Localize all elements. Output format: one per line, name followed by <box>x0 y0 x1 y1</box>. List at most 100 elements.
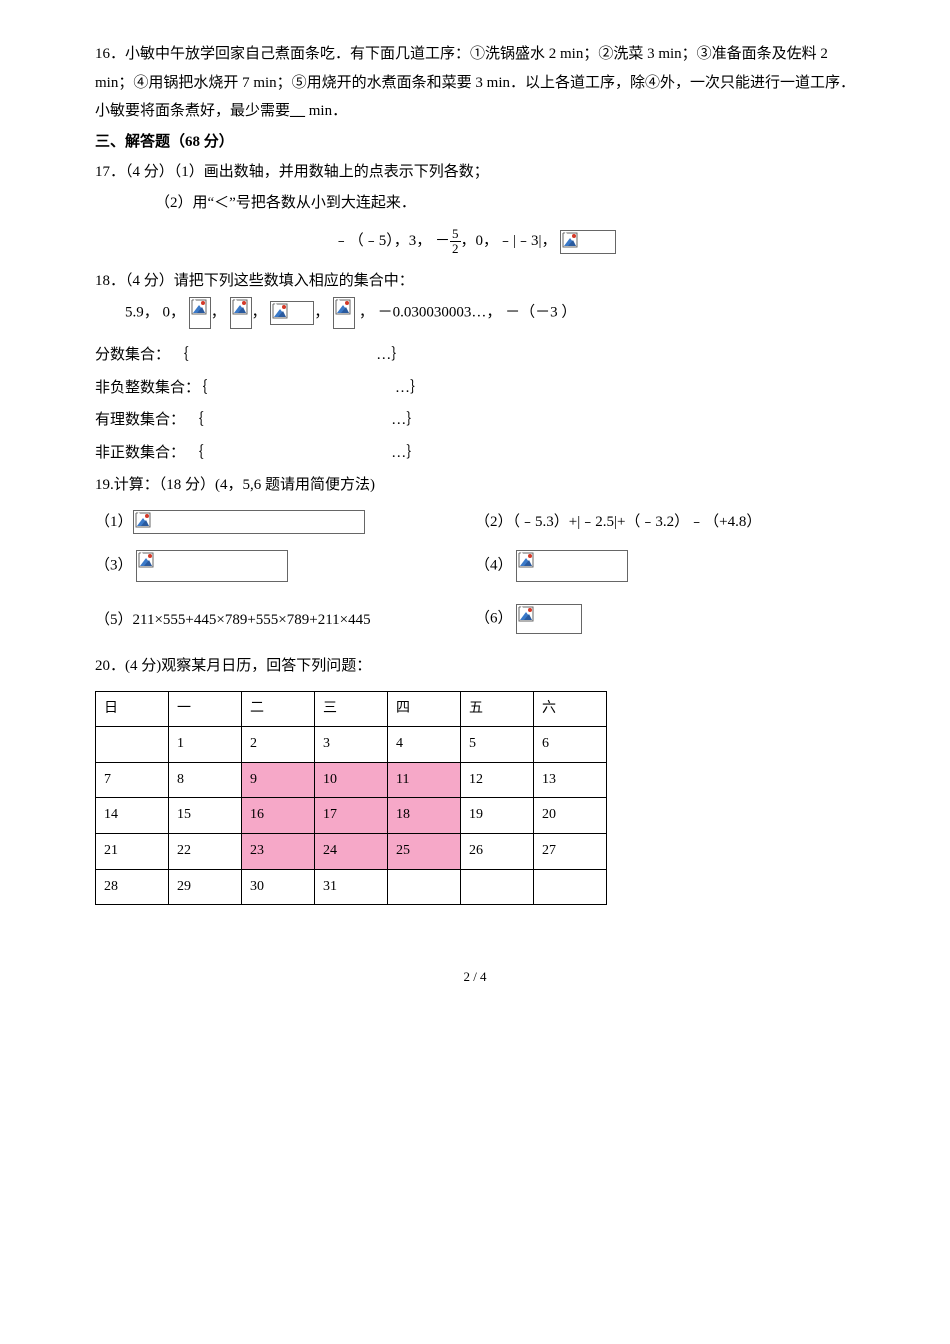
q19-head: 19.计算：（18 分）(4，5,6 题请用简便方法) <box>95 471 855 500</box>
q19-p6-label: （6） <box>475 611 513 627</box>
q17-imagebox <box>560 230 616 254</box>
calendar-cell <box>96 727 169 763</box>
q19-p1: （1） <box>95 508 475 537</box>
q18-set-nnint: 非负整数集合：｛ …｝ <box>95 374 855 403</box>
calendar-cell: 20 <box>534 798 607 834</box>
q18-set-close-1: …｝ <box>376 347 406 363</box>
q17-frac-den: 2 <box>450 242 461 256</box>
calendar-header: 二 <box>242 691 315 727</box>
calendar-cell: 4 <box>388 727 461 763</box>
calendar-cell: 2 <box>242 727 315 763</box>
calendar-cell: 13 <box>534 762 607 798</box>
q19-row3: （5）211×555+445×789+555×789+211×445 （6） <box>95 604 855 634</box>
q18-numbers: 5.9， 0， ， ， ， ， －0.030030003…， －（－3 ） <box>95 297 855 329</box>
q18-c1: ， <box>211 305 226 321</box>
q18-c3: ， <box>314 305 329 321</box>
q18-set-nnint-label: 非负整数集合：｛ <box>95 380 208 396</box>
calendar-cell: 14 <box>96 798 169 834</box>
q18-set-close-3: …｝ <box>391 412 421 428</box>
q19-p4-label: （4） <box>475 558 513 574</box>
calendar-header: 四 <box>388 691 461 727</box>
q16: 16．小敏中午放学回家自己煮面条吃．有下面几道工序：①洗锅盛水 2 min；②洗… <box>95 40 855 126</box>
calendar-cell: 6 <box>534 727 607 763</box>
calendar-cell: 9 <box>242 762 315 798</box>
q16-text: 16．小敏中午放学回家自己煮面条吃．有下面几道工序：①洗锅盛水 2 min；②洗… <box>95 46 855 119</box>
calendar-cell: 15 <box>169 798 242 834</box>
q19-p2-text: （2）（﹣5.3）+|﹣2.5|+（﹣3.2）﹣（+4.8） <box>475 514 761 530</box>
q17-line2: （2）用“＜”号把各数从小到大连起来． <box>95 189 855 218</box>
q19-box3 <box>136 550 288 582</box>
q18-lead: 5.9， 0， <box>125 305 185 321</box>
calendar-cell: 8 <box>169 762 242 798</box>
broken-image-icon <box>191 299 209 317</box>
calendar-cell: 7 <box>96 762 169 798</box>
q18-set-nonpos: 非正数集合： ｛ …｝ <box>95 439 855 468</box>
q19-box6 <box>516 604 582 634</box>
q17-frac-num: 5 <box>450 227 461 242</box>
q19-p4: （4） <box>475 550 855 582</box>
broken-image-icon <box>562 232 580 250</box>
q18-set-rational-label: 有理数集合： ｛ <box>95 412 204 428</box>
q18-set-nonpos-label: 非正数集合： ｛ <box>95 445 204 461</box>
calendar-cell: 25 <box>388 833 461 869</box>
q18-set-rational: 有理数集合： ｛ …｝ <box>95 406 855 435</box>
q19-box1 <box>133 510 365 534</box>
broken-image-icon <box>232 299 250 317</box>
q18-set-frac: 分数集合： ｛ …｝ <box>95 341 855 370</box>
calendar-cell: 28 <box>96 869 169 905</box>
q17-line1: 17．（4 分）（1）画出数轴，并用数轴上的点表示下列各数； <box>95 158 855 187</box>
calendar-cell: 30 <box>242 869 315 905</box>
q17-expression: ﹣（﹣5），3， － 5 2 ，0，﹣|﹣3|， <box>95 227 855 257</box>
calendar-cell: 19 <box>461 798 534 834</box>
calendar-header: 六 <box>534 691 607 727</box>
calendar-cell: 23 <box>242 833 315 869</box>
calendar-cell: 31 <box>315 869 388 905</box>
broken-image-icon <box>335 299 353 317</box>
q17-expr-pre: ﹣（﹣5），3， <box>334 233 432 249</box>
broken-image-icon <box>518 552 536 570</box>
page-number: 2 / 4 <box>95 965 855 990</box>
q17-expr-mid: ，0，﹣|﹣3|， <box>461 233 557 249</box>
calendar-cell: 22 <box>169 833 242 869</box>
calendar-cell: 27 <box>534 833 607 869</box>
q18-box4 <box>333 297 355 329</box>
q18-box3 <box>270 301 314 325</box>
q18-c2: ， <box>252 305 267 321</box>
q19-p5: （5）211×555+445×789+555×789+211×445 <box>95 606 475 635</box>
q19-p5-text: （5）211×555+445×789+555×789+211×445 <box>95 612 371 628</box>
q19-p3: （3） <box>95 550 475 582</box>
calendar-table: 日一二三四五六123456789101112131415161718192021… <box>95 691 607 906</box>
calendar-cell: 26 <box>461 833 534 869</box>
calendar-cell: 11 <box>388 762 461 798</box>
calendar-cell <box>461 869 534 905</box>
q19-row1: （1） （2）（﹣5.3）+|﹣2.5|+（﹣3.2）﹣（+4.8） <box>95 508 855 537</box>
q16-tail: min． <box>309 103 347 119</box>
calendar-cell: 10 <box>315 762 388 798</box>
broken-image-icon <box>518 606 536 624</box>
calendar-cell: 12 <box>461 762 534 798</box>
calendar-cell: 3 <box>315 727 388 763</box>
q19-p1-label: （1） <box>95 514 133 530</box>
calendar-cell: 17 <box>315 798 388 834</box>
calendar-header: 五 <box>461 691 534 727</box>
q19-p6: （6） <box>475 604 855 634</box>
calendar-cell: 5 <box>461 727 534 763</box>
calendar-cell: 16 <box>242 798 315 834</box>
calendar-cell <box>388 869 461 905</box>
q18-set-frac-label: 分数集合： ｛ <box>95 347 189 363</box>
q18-tail: ， －0.030030003…， －（－3 ） <box>359 305 577 321</box>
q20-head: 20．(4 分)观察某月日历，回答下列问题： <box>95 652 855 681</box>
section-3-header: 三、解答题（68 分） <box>95 128 855 157</box>
q18-box1 <box>189 297 211 329</box>
calendar-cell: 21 <box>96 833 169 869</box>
broken-image-icon <box>138 552 156 570</box>
calendar-cell: 24 <box>315 833 388 869</box>
q19-p3-label: （3） <box>95 558 133 574</box>
calendar-cell: 18 <box>388 798 461 834</box>
calendar-header: 日 <box>96 691 169 727</box>
broken-image-icon <box>272 303 290 321</box>
calendar-header: 一 <box>169 691 242 727</box>
broken-image-icon <box>135 512 153 530</box>
q18-set-close-4: …｝ <box>391 445 421 461</box>
q18-head: 18．（4 分）请把下列这些数填入相应的集合中： <box>95 267 855 296</box>
